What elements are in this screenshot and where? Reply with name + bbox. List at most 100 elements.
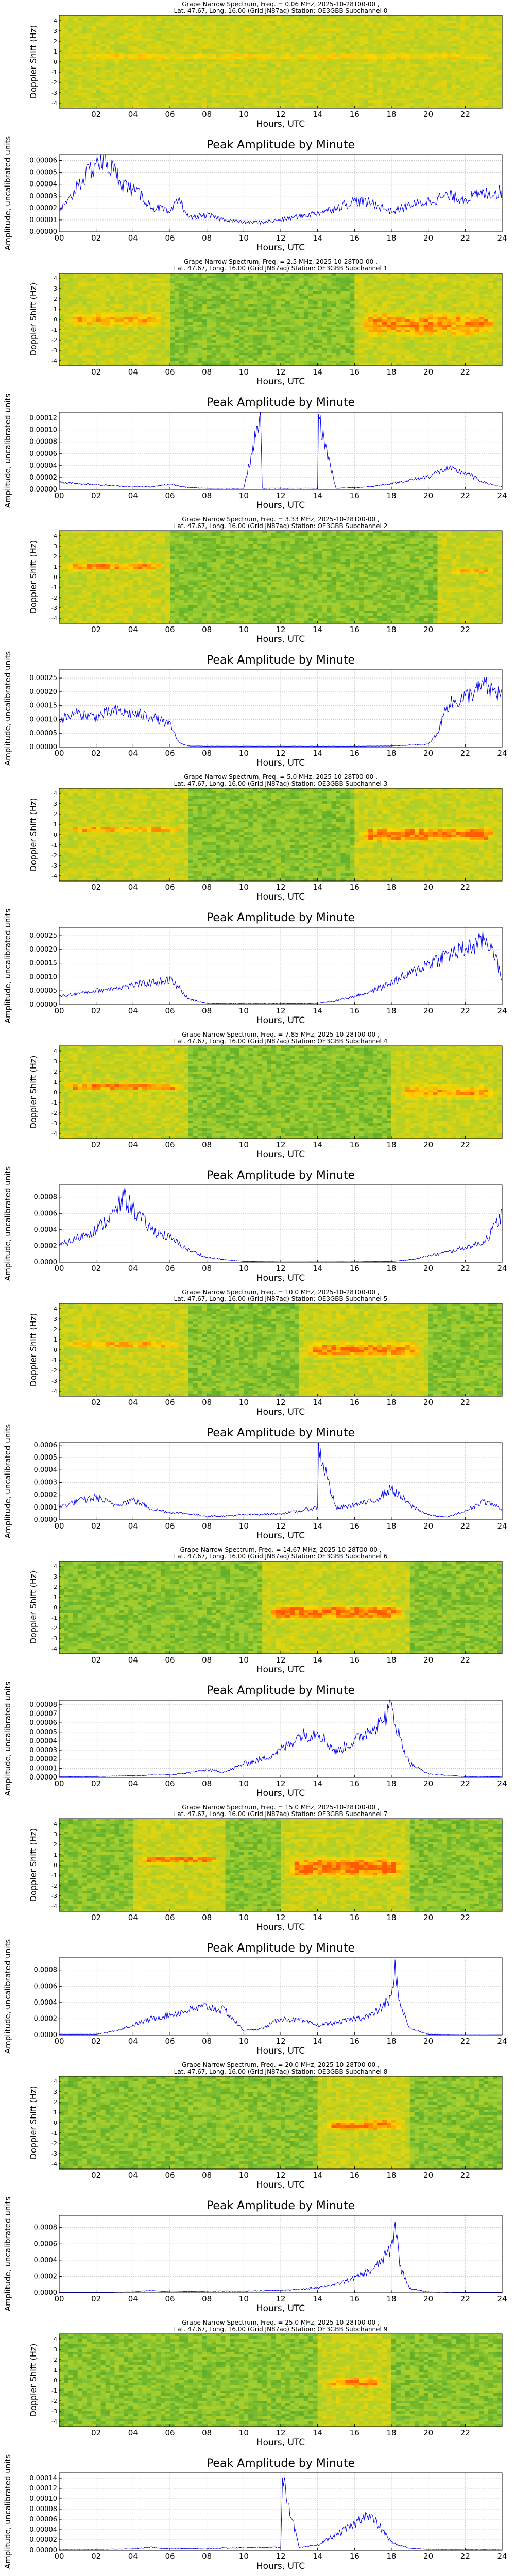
amplitude-title: Peak Amplitude by Minute bbox=[207, 2199, 355, 2212]
amplitude-x-tick-label: 20 bbox=[423, 2037, 433, 2046]
spectrogram-x-tick-label: 10 bbox=[239, 2171, 249, 2180]
amplitude-x-tick-label: 14 bbox=[313, 1264, 322, 1273]
spectrogram-y-tick-label: -4 bbox=[52, 2418, 57, 2425]
spectrogram-y-tick-label: 3 bbox=[54, 28, 57, 35]
amplitude-y-tick-label: 0.00004 bbox=[29, 2526, 57, 2534]
amplitude-y-axis-label: Amplitude, uncalibrated units bbox=[3, 1682, 12, 1797]
amplitude-y-tick-label: 0.00008 bbox=[29, 438, 57, 446]
amplitude-y-tick-label: 0.0002 bbox=[34, 1492, 58, 1499]
amplitude-y-axis-label: Amplitude, uncalibrated units bbox=[3, 1424, 12, 1539]
spectrogram-x-tick-label: 04 bbox=[128, 1655, 138, 1665]
amplitude-y-tick-label: 0.0004 bbox=[34, 2257, 58, 2264]
spectrogram-y-tick-label: 1 bbox=[54, 564, 57, 570]
amplitude-x-tick-label: 16 bbox=[350, 1779, 359, 1788]
amplitude-x-tick-label: 08 bbox=[202, 2552, 212, 2561]
amplitude-x-tick-label: 20 bbox=[423, 1006, 433, 1015]
spectrogram-y-tick-label: -4 bbox=[52, 1130, 57, 1137]
amplitude-x-tick-label: 12 bbox=[276, 1521, 285, 1531]
spectrogram-y-tick-label: -1 bbox=[52, 1099, 57, 1106]
spectrogram-x-tick-label: 08 bbox=[202, 1913, 212, 1922]
spectrogram-x-tick-label: 12 bbox=[276, 1655, 285, 1665]
spectrogram-x-tick-label: 16 bbox=[350, 1140, 359, 1149]
spectrogram-x-tick-label: 04 bbox=[128, 1913, 138, 1922]
spectrogram-image bbox=[59, 1819, 503, 1912]
amplitude-x-tick-label: 18 bbox=[386, 1006, 396, 1015]
spectrogram-title-line2: Lat. 47.67, Long. 16.00 (Grid JN87aq) St… bbox=[174, 1810, 388, 1818]
spectrogram-x-tick-label: 14 bbox=[313, 367, 322, 377]
spectrogram-x-tick-label: 04 bbox=[128, 1398, 138, 1407]
amplitude-title: Peak Amplitude by Minute bbox=[207, 396, 355, 409]
panel-svg: Grape Narrow Spectrum, Freq. = 0.06 MHz,… bbox=[3, 1, 507, 253]
spectrogram-x-axis-label: Hours, UTC bbox=[256, 1407, 305, 1417]
amplitude-x-tick-label: 08 bbox=[202, 749, 212, 758]
spectrogram-x-tick-label: 08 bbox=[202, 2428, 212, 2437]
amplitude-x-tick-label: 04 bbox=[128, 1006, 138, 1015]
amplitude-x-tick-label: 16 bbox=[350, 1521, 359, 1531]
amplitude-y-tick-label: 0.00000 bbox=[29, 1001, 57, 1009]
spectrogram-y-axis-label: Doppler Shift (Hz) bbox=[28, 2086, 38, 2160]
amplitude-x-tick-label: 00 bbox=[54, 233, 64, 243]
spectrogram-y-axis-label: Doppler Shift (Hz) bbox=[28, 1056, 38, 1129]
amplitude-x-tick-label: 14 bbox=[313, 2552, 322, 2561]
amplitude-y-tick-label: 0.00010 bbox=[29, 427, 57, 434]
amplitude-x-tick-label: 08 bbox=[202, 1521, 212, 1531]
spectrogram-x-tick-label: 16 bbox=[350, 2428, 359, 2437]
amplitude-x-tick-label: 14 bbox=[313, 1779, 322, 1788]
amplitude-y-tick-label: 0.00006 bbox=[29, 2516, 57, 2523]
spectrogram-x-tick-label: 16 bbox=[350, 110, 359, 119]
spectrogram-title-line2: Lat. 47.67, Long. 16.00 (Grid JN87aq) St… bbox=[174, 1295, 388, 1302]
amplitude-title: Peak Amplitude by Minute bbox=[207, 1427, 355, 1439]
spectrogram-x-tick-label: 22 bbox=[460, 883, 470, 892]
spectrogram-y-tick-label: -4 bbox=[52, 1388, 57, 1395]
spectrogram-y-tick-label: -4 bbox=[52, 2161, 57, 2167]
spectrogram-y-tick-label: 3 bbox=[54, 1831, 57, 1838]
amplitude-x-axis-label: Hours, UTC bbox=[256, 2046, 305, 2056]
spectrogram-title-line1: Grape Narrow Spectrum, Freq. = 20.0 MHz,… bbox=[182, 2061, 379, 2069]
amplitude-title: Peak Amplitude by Minute bbox=[207, 654, 355, 667]
panel-subchannel-2: Grape Narrow Spectrum, Freq. = 3.33 MHz,… bbox=[0, 515, 515, 773]
spectrogram-x-tick-label: 06 bbox=[165, 625, 175, 634]
spectrogram-x-tick-label: 18 bbox=[386, 1398, 396, 1407]
amplitude-x-tick-label: 14 bbox=[313, 1521, 322, 1531]
amplitude-x-axis-label: Hours, UTC bbox=[256, 243, 305, 253]
spectrogram-y-tick-label: 4 bbox=[54, 533, 57, 539]
amplitude-x-tick-label: 14 bbox=[313, 1006, 322, 1015]
spectrogram-y-tick-label: 2 bbox=[54, 2357, 57, 2363]
spectrogram-y-tick-label: -3 bbox=[52, 1120, 57, 1127]
spectrogram-y-tick-label: 1 bbox=[54, 2367, 57, 2374]
amplitude-x-tick-label: 08 bbox=[202, 1006, 212, 1015]
amplitude-x-tick-label: 06 bbox=[165, 2552, 175, 2561]
amplitude-x-tick-label: 22 bbox=[460, 491, 470, 500]
amplitude-y-tick-label: 0.00020 bbox=[29, 688, 57, 696]
spectrogram-y-tick-label: -3 bbox=[52, 2408, 57, 2415]
amplitude-x-tick-label: 16 bbox=[350, 233, 359, 243]
spectrogram-x-tick-label: 04 bbox=[128, 367, 138, 377]
spectrogram-x-tick-label: 22 bbox=[460, 2171, 470, 2180]
panel-subchannel-5: Grape Narrow Spectrum, Freq. = 10.0 MHz,… bbox=[0, 1288, 515, 1546]
panel-subchannel-1: Grape Narrow Spectrum, Freq. = 2.5 MHz, … bbox=[0, 258, 515, 515]
spectrogram-x-tick-label: 22 bbox=[460, 110, 470, 119]
spectrogram-x-tick-label: 16 bbox=[350, 625, 359, 634]
spectrogram-x-tick-label: 02 bbox=[91, 110, 101, 119]
spectrogram-x-tick-label: 16 bbox=[350, 1655, 359, 1665]
spectrogram-y-tick-label: -1 bbox=[52, 584, 57, 591]
amplitude-x-tick-label: 10 bbox=[239, 2294, 249, 2303]
amplitude-x-tick-label: 00 bbox=[54, 1521, 64, 1531]
amplitude-y-tick-label: 0.00001 bbox=[29, 216, 57, 224]
spectrogram-x-tick-label: 18 bbox=[386, 2171, 396, 2180]
spectrogram-y-tick-label: -3 bbox=[52, 347, 57, 354]
spectrogram-title-line2: Lat. 47.67, Long. 16.00 (Grid JN87aq) St… bbox=[174, 780, 388, 787]
spectrogram-x-axis-label: Hours, UTC bbox=[256, 1922, 305, 1933]
spectrogram-y-tick-label: -2 bbox=[52, 852, 57, 859]
amplitude-y-tick-label: 0.00012 bbox=[29, 415, 57, 422]
spectrogram-y-tick-label: -2 bbox=[52, 2398, 57, 2404]
spectrogram-x-axis-label: Hours, UTC bbox=[256, 1149, 305, 1160]
spectrogram-y-tick-label: 2 bbox=[54, 296, 57, 302]
amplitude-y-tick-label: 0.00006 bbox=[29, 450, 57, 458]
spectrogram-y-tick-label: 1 bbox=[54, 1336, 57, 1343]
amplitude-x-tick-label: 12 bbox=[276, 2037, 285, 2046]
spectrogram-x-tick-label: 12 bbox=[276, 883, 285, 892]
amplitude-x-tick-label: 00 bbox=[54, 1006, 64, 1015]
amplitude-x-tick-label: 04 bbox=[128, 2037, 138, 2046]
spectrogram-y-tick-label: 0 bbox=[54, 574, 57, 581]
